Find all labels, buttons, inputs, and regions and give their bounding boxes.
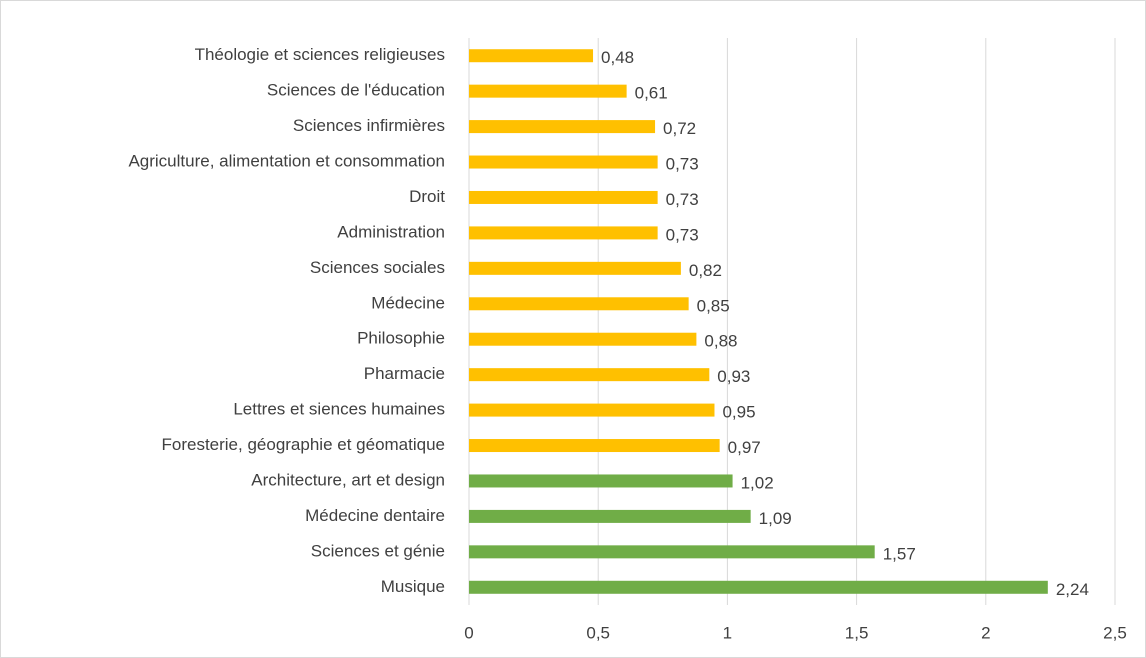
y-tick-label: Lettres et siences humaines bbox=[233, 400, 445, 419]
bar bbox=[469, 332, 697, 346]
data-label: 1,02 bbox=[741, 473, 774, 492]
data-label: 0,93 bbox=[717, 367, 750, 386]
bar bbox=[469, 439, 720, 453]
data-label: 0,95 bbox=[722, 403, 755, 422]
data-label: 0,82 bbox=[689, 261, 722, 280]
data-label: 2,24 bbox=[1056, 580, 1089, 599]
data-label: 0,73 bbox=[666, 155, 699, 174]
y-tick-label: Foresterie, géographie et géomatique bbox=[161, 435, 445, 454]
bar bbox=[469, 190, 658, 204]
y-tick-label: Médecine bbox=[371, 293, 445, 312]
y-tick-label: Sciences de l'éducation bbox=[267, 81, 445, 100]
bar bbox=[469, 474, 733, 488]
data-label: 0,88 bbox=[704, 332, 737, 351]
y-tick-label: Musique bbox=[381, 577, 445, 596]
bar bbox=[469, 509, 751, 523]
bar bbox=[469, 261, 681, 275]
y-tick-label: Sciences infirmières bbox=[293, 116, 445, 135]
y-tick-label: Philosophie bbox=[357, 329, 445, 348]
x-tick-label: 0 bbox=[464, 623, 473, 642]
bar bbox=[469, 403, 715, 417]
bar bbox=[469, 84, 627, 98]
data-label: 0,73 bbox=[666, 225, 699, 244]
x-tick-label: 1,5 bbox=[845, 623, 869, 642]
x-tick-label: 2,5 bbox=[1103, 623, 1127, 642]
x-tick-label: 2 bbox=[981, 623, 990, 642]
y-tick-label: Pharmacie bbox=[364, 364, 445, 383]
y-tick-label: Sciences sociales bbox=[310, 258, 445, 277]
data-label: 0,73 bbox=[666, 190, 699, 209]
data-label: 0,85 bbox=[697, 296, 730, 315]
y-tick-label: Agriculture, alimentation et consommatio… bbox=[128, 152, 445, 171]
y-tick-label: Médecine dentaire bbox=[305, 506, 445, 525]
bar bbox=[469, 120, 656, 134]
y-tick-label: Administration bbox=[337, 222, 445, 241]
bar bbox=[469, 297, 689, 311]
y-tick-label: Théologie et sciences religieuses bbox=[195, 45, 445, 64]
data-label: 0,97 bbox=[728, 438, 761, 457]
x-tick-label: 1 bbox=[723, 623, 732, 642]
bar bbox=[469, 580, 1048, 594]
x-tick-label: 0,5 bbox=[586, 623, 610, 642]
y-tick-label: Sciences et génie bbox=[311, 541, 445, 560]
data-label: 0,48 bbox=[601, 48, 634, 67]
bar bbox=[469, 226, 658, 240]
bar bbox=[469, 368, 710, 382]
data-label: 0,72 bbox=[663, 119, 696, 138]
data-label: 1,09 bbox=[759, 509, 792, 528]
y-tick-label: Architecture, art et design bbox=[251, 470, 445, 489]
y-tick-label: Droit bbox=[409, 187, 445, 206]
bar bbox=[469, 155, 658, 169]
data-label: 1,57 bbox=[883, 544, 916, 563]
bar bbox=[469, 49, 594, 63]
bar bbox=[469, 545, 875, 559]
data-label: 0,61 bbox=[635, 84, 668, 103]
